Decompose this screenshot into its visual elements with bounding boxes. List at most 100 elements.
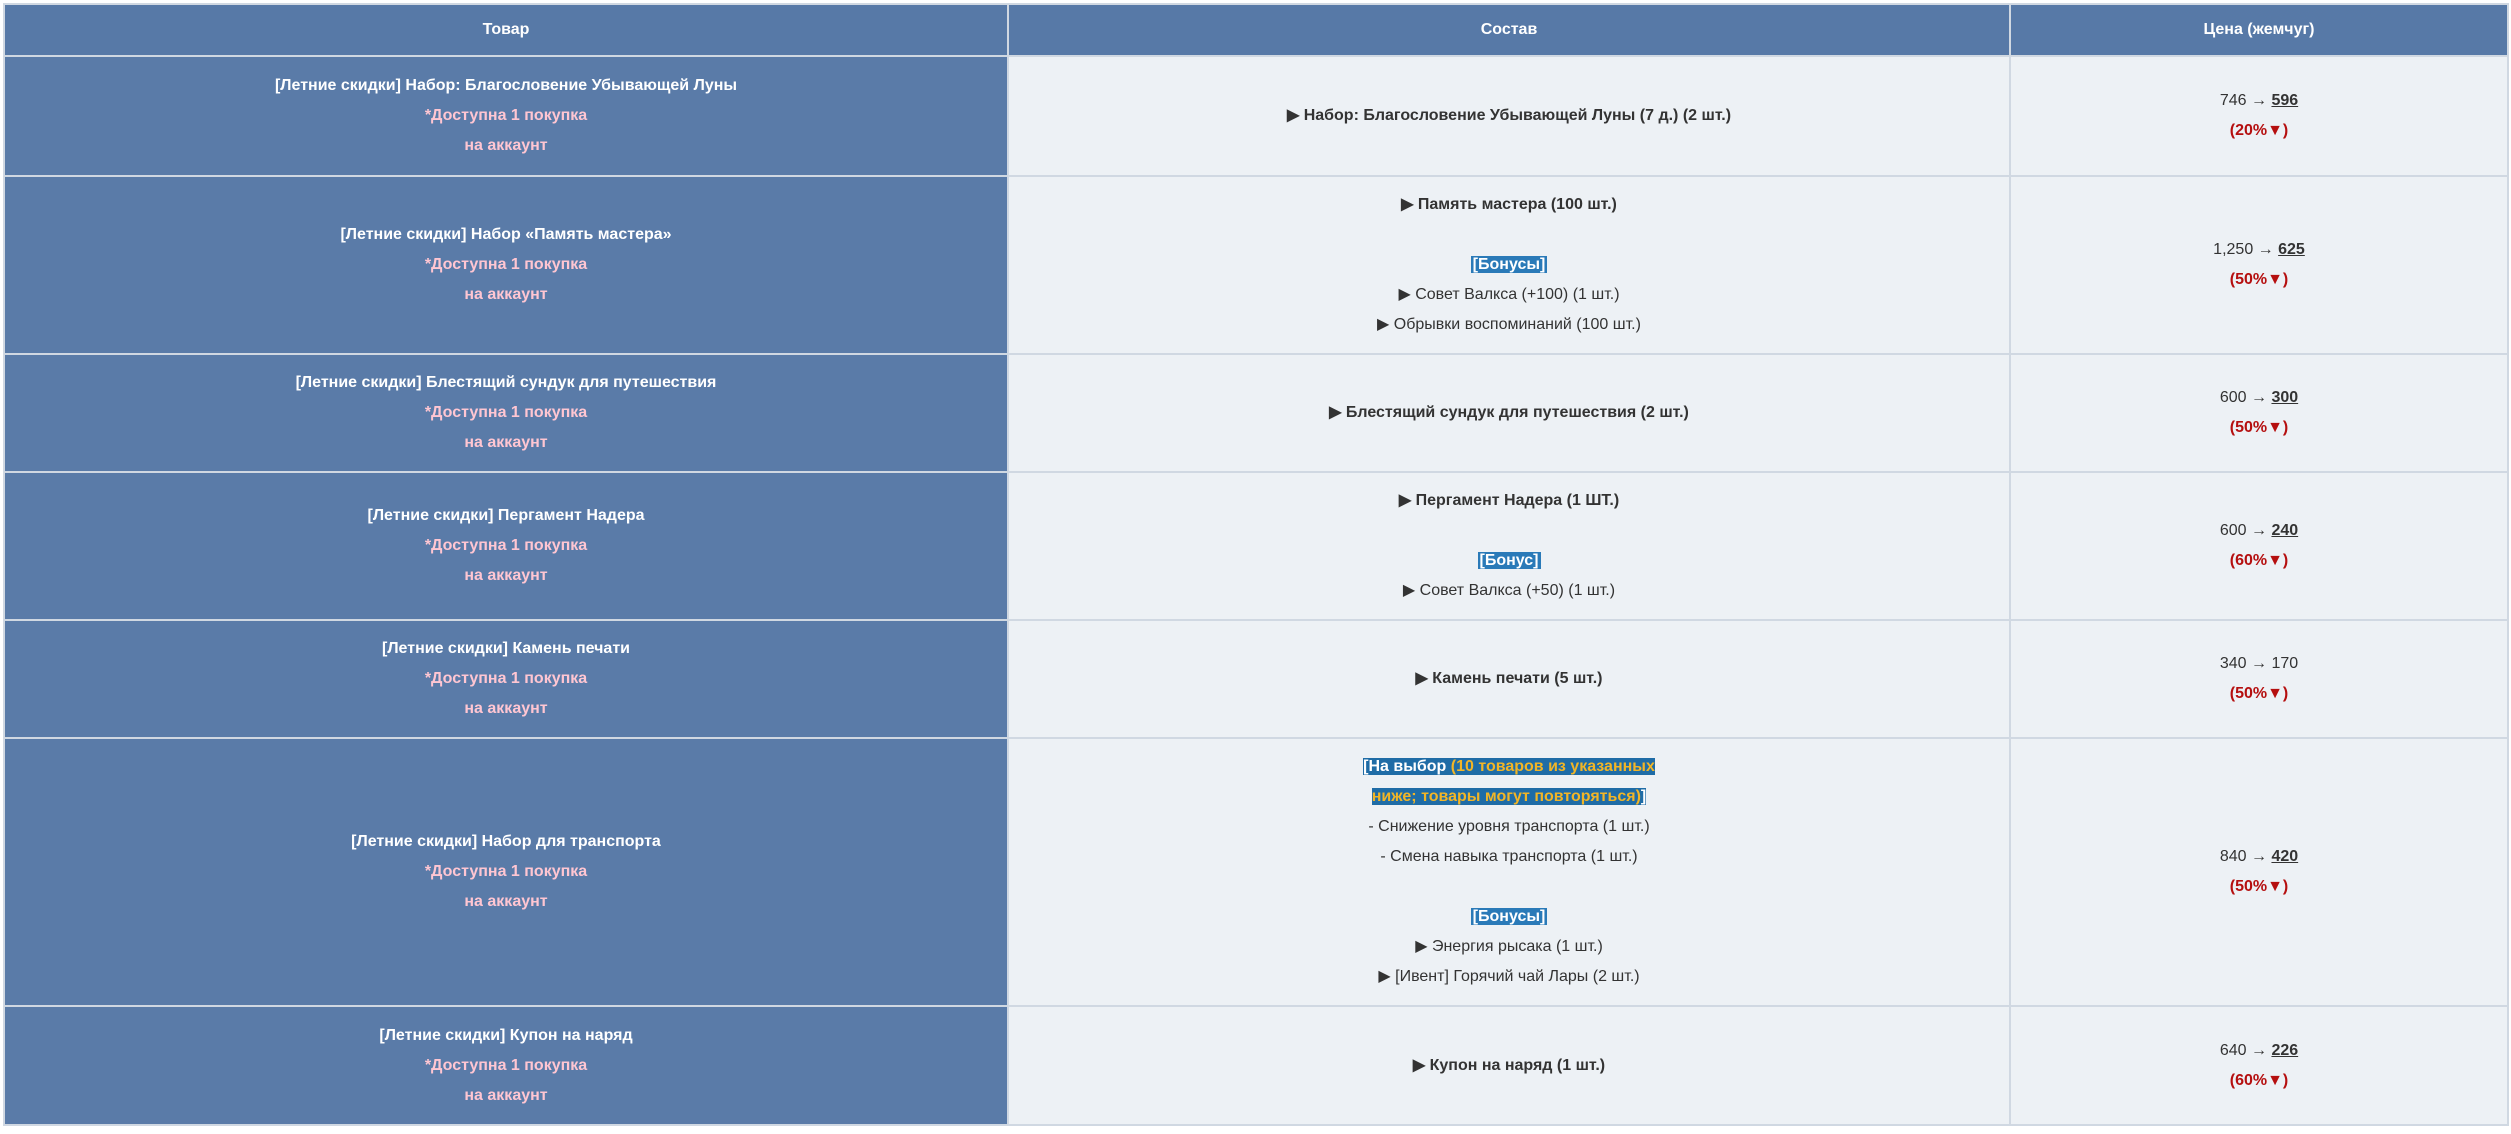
old-price: 600 <box>2219 389 2247 406</box>
price-line: 340 → 170 <box>2011 649 2507 679</box>
header-cell: Цена (жемчуг) <box>2009 3 2509 57</box>
contents-line: ▶ Купон на наряд (1 шт.) <box>1009 1051 2009 1081</box>
item-text: ▶ Энергия рысака (1 шт.) <box>1415 938 1603 955</box>
item-text: ▶ Купон на наряд (1 шт.) <box>1412 1056 1606 1074</box>
purchase-limit: на аккаунт <box>464 700 548 717</box>
contents-line: ▶ Блестящий сундук для путешествия (2 шт… <box>1009 398 2009 428</box>
price-line: 600 → 240 <box>2011 516 2507 546</box>
item-text: ▶ Блестящий сундук для путешествия (2 шт… <box>1329 404 1689 421</box>
product-title: [Летние скидки] Набор: Благословение Убы… <box>274 77 738 94</box>
spacer <box>1009 516 2009 546</box>
spacer <box>1009 220 2009 250</box>
choice-label: [На выбор (10 товаров из указанных <box>1363 758 1655 775</box>
choice-label: ниже; товары могут повторяться)] <box>1371 788 1647 805</box>
contents-cell: ▶ Камень печати (5 шт.) <box>1007 619 2011 739</box>
product-title: [Летние скидки] Камень печати <box>382 640 630 657</box>
product-title: [Летние скидки] Блестящий сундук для пут… <box>295 374 717 391</box>
price-arrow: → <box>2257 241 2274 258</box>
old-price: 600 <box>2219 522 2247 539</box>
purchase-limit: *Доступна 1 покупка <box>424 537 588 554</box>
bonus-label: [Бонус] <box>1477 552 1541 569</box>
discount: (60%▼) <box>2229 1071 2289 1089</box>
product-title: [Летние скидки] Пергамент Надера <box>367 507 645 524</box>
contents-line: ▶ Совет Валкса (+100) (1 шт.) <box>1009 280 2009 310</box>
purchase-limit: *Доступна 1 покупка <box>424 670 588 687</box>
spacer <box>1009 872 2009 902</box>
contents-cell: ▶ Набор: Благословение Убывающей Луны (7… <box>1007 55 2011 177</box>
contents-cell: ▶ Купон на наряд (1 шт.) <box>1007 1005 2011 1126</box>
contents-line: - Смена навыка транспорта (1 шт.) <box>1009 842 2009 872</box>
bonus-label: [Бонусы] <box>1470 256 1548 273</box>
price-line: 1,250 → 625 <box>2011 235 2507 265</box>
contents-line: - Снижение уровня транспорта (1 шт.) <box>1009 812 2009 842</box>
price-cell: 640 → 226 (60%▼) <box>2009 1005 2509 1126</box>
item-text: ▶ Пергамент Надера (1 ШТ.) <box>1398 492 1620 509</box>
table-row: [Летние скидки] Камень печати *Доступна 1… <box>3 619 2509 739</box>
old-price: 1,250 <box>2213 241 2254 258</box>
contents-line: ▶ Камень печати (5 шт.) <box>1009 664 2009 694</box>
product-title: [Летние скидки] Набор «Память мастера» <box>340 226 672 243</box>
choice-note: (10 товаров из указанных <box>1450 758 1655 775</box>
header-cell: Товар <box>3 3 1009 57</box>
price-cell: 600 → 240 (60%▼) <box>2009 471 2509 621</box>
discount: (50%▼) <box>2229 685 2289 702</box>
contents-line: [Бонусы] <box>1009 250 2009 280</box>
table-row: [Летние скидки] Набор «Память мастера» *Д… <box>3 175 2509 355</box>
old-price: 746 <box>2219 92 2247 109</box>
new-price: 420 <box>2271 848 2299 865</box>
new-price: 226 <box>2271 1041 2299 1059</box>
new-price: 170 <box>2271 655 2299 672</box>
choice-text: [На выбор <box>1363 758 1451 775</box>
discount: (50%▼) <box>2229 271 2289 288</box>
contents-cell: ▶ Память мастера (100 шт.) [Бонусы] ▶ Сове… <box>1007 175 2011 355</box>
product-cell: [Летние скидки] Набор «Память мастера» *Д… <box>3 175 1009 355</box>
contents-line: ▶ Пергамент Надера (1 ШТ.) <box>1009 486 2009 516</box>
table-row: [Летние скидки] Блестящий сундук для пут… <box>3 353 2509 473</box>
header-cell: Состав <box>1007 3 2011 57</box>
contents-cell: [На выбор (10 товаров из указанных ниже; … <box>1007 737 2011 1007</box>
purchase-limit: *Доступна 1 покупка <box>424 107 588 124</box>
price-line: 600 → 300 <box>2011 383 2507 413</box>
price-line: 640 → 226 <box>2011 1036 2507 1066</box>
price-table: Товар Состав Цена (жемчуг) [Летние скидк… <box>3 3 2509 1126</box>
price-cell: 840 → 420 (50%▼) <box>2009 737 2509 1007</box>
new-price: 240 <box>2271 522 2299 539</box>
old-price: 840 <box>2219 848 2247 865</box>
product-cell: [Летние скидки] Камень печати *Доступна 1… <box>3 619 1009 739</box>
purchase-limit: на аккаунт <box>464 286 548 303</box>
product-title: [Летние скидки] Купон на наряд <box>379 1026 633 1044</box>
contents-line: ▶ Набор: Благословение Убывающей Луны (7… <box>1009 101 2009 131</box>
contents-line: [На выбор (10 товаров из указанных <box>1009 752 2009 782</box>
table-row: [Летние скидки] Набор для транспорта *Дос… <box>3 737 2509 1007</box>
bonus-label: [Бонусы] <box>1470 908 1548 925</box>
contents-line: ▶ Совет Валкса (+50) (1 шт.) <box>1009 576 2009 606</box>
contents-line: [Бонусы] <box>1009 902 2009 932</box>
choice-note: ниже; товары могут повторяться) <box>1371 788 1641 805</box>
price-cell: 340 → 170 (50%▼) <box>2009 619 2509 739</box>
price-arrow: → <box>2251 522 2267 539</box>
price-arrow: → <box>2251 1041 2267 1059</box>
product-cell: [Летние скидки] Пергамент Надера *Доступн… <box>3 471 1009 621</box>
choice-text: ] <box>1640 788 1647 805</box>
header-row: Товар Состав Цена (жемчуг) <box>3 3 2509 57</box>
purchase-limit: *Доступна 1 покупка <box>424 863 588 880</box>
contents-cell: ▶ Блестящий сундук для путешествия (2 шт… <box>1007 353 2011 473</box>
contents-cell: ▶ Пергамент Надера (1 ШТ.) [Бонус] ▶ Совет… <box>1007 471 2011 621</box>
product-cell: [Летние скидки] Набор: Благословение Убы… <box>3 55 1009 177</box>
product-title: [Летние скидки] Набор для транспорта <box>351 833 661 850</box>
purchase-limit: *Доступна 1 покупка <box>424 404 588 421</box>
price-line: 746 → 596 <box>2011 86 2507 116</box>
contents-line: ниже; товары могут повторяться)] <box>1009 782 2009 812</box>
discount: (20%▼) <box>2229 122 2289 139</box>
product-cell: [Летние скидки] Блестящий сундук для пут… <box>3 353 1009 473</box>
contents-line: [Бонус] <box>1009 546 2009 576</box>
purchase-limit: на аккаунт <box>464 434 548 451</box>
table-row: [Летние скидки] Пергамент Надера *Доступн… <box>3 471 2509 621</box>
price-arrow: → <box>2251 848 2267 865</box>
price-arrow: → <box>2251 389 2267 406</box>
purchase-limit: на аккаунт <box>464 893 548 910</box>
discount: (50%▼) <box>2229 878 2289 895</box>
price-cell: 746 → 596 (20%▼) <box>2009 55 2509 177</box>
item-text: ▶ Совет Валкса (+100) (1 шт.) <box>1398 286 1620 303</box>
